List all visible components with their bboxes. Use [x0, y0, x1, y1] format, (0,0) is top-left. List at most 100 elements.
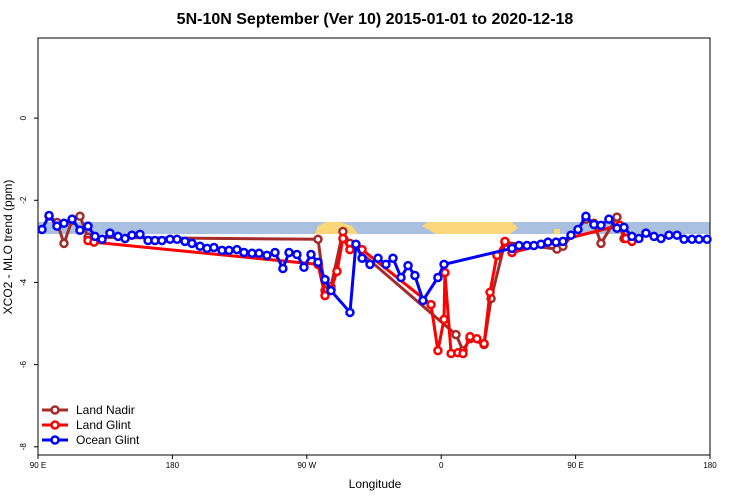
data-point — [83, 221, 93, 231]
data-point — [479, 338, 489, 349]
land-patch — [554, 229, 560, 234]
data-point — [694, 234, 704, 245]
data-point — [345, 244, 355, 255]
data-point — [157, 235, 167, 246]
y-axis-label: XCO2 - MLO trend (ppm) — [1, 180, 15, 315]
data-point — [320, 290, 330, 301]
data-point — [135, 229, 145, 240]
legend-marker — [50, 405, 60, 415]
data-point — [59, 238, 69, 249]
series — [37, 210, 712, 318]
data-point — [472, 333, 482, 344]
legend-entry: Ocean Glint — [42, 433, 140, 447]
data-point — [172, 234, 182, 245]
data-point — [596, 238, 606, 249]
legend-label: Land Nadir — [76, 403, 135, 417]
data-point — [332, 266, 342, 277]
y-tick-label: -4 — [19, 278, 28, 286]
data-point — [105, 228, 115, 238]
data-point — [433, 345, 443, 356]
data-point — [439, 314, 449, 325]
land-patch — [422, 222, 518, 234]
x-tick-label: 90 E — [567, 461, 583, 470]
data-point — [558, 236, 568, 247]
data-point — [97, 234, 107, 245]
data-point — [365, 259, 375, 270]
data-point — [320, 274, 330, 285]
data-point — [254, 248, 264, 259]
chart-title: 5N-10N September (Ver 10) 2015-01-01 to … — [177, 11, 574, 28]
data-point — [500, 236, 510, 247]
data-point — [67, 214, 77, 224]
data-point — [127, 230, 137, 240]
data-point — [44, 210, 54, 221]
data-point — [433, 272, 443, 283]
data-point — [664, 230, 674, 240]
data-point — [573, 224, 583, 235]
y-tick-label: -2 — [19, 196, 28, 204]
data-point — [224, 245, 234, 256]
data-point — [596, 220, 606, 231]
x-tick-label: 180 — [166, 461, 180, 470]
ocean-strip — [38, 222, 710, 234]
data-point — [262, 250, 272, 261]
data-point — [299, 262, 309, 272]
data-point — [313, 257, 323, 268]
x-tick-label: 90 E — [30, 461, 46, 470]
data-point — [292, 249, 302, 260]
data-point — [37, 224, 47, 235]
data-point — [326, 285, 336, 296]
y-tick-label: -6 — [19, 361, 28, 369]
data-point — [581, 211, 591, 222]
data-point — [679, 234, 689, 245]
data-point — [672, 230, 682, 240]
data-point — [543, 237, 553, 247]
data-point — [641, 228, 651, 238]
data-point — [566, 230, 576, 240]
data-point — [396, 272, 406, 283]
data-point — [338, 233, 348, 244]
data-point — [604, 214, 614, 224]
data-point — [612, 212, 622, 222]
land-sea-strip — [38, 222, 710, 234]
data-point — [373, 253, 383, 263]
data-point — [656, 233, 666, 244]
data-point — [619, 222, 629, 233]
data-point — [634, 233, 644, 244]
x-axis-label: Longitude — [349, 477, 402, 491]
data-point — [388, 253, 398, 263]
data-point — [239, 247, 249, 258]
legend-label: Ocean Glint — [76, 433, 140, 447]
data-point — [426, 299, 436, 310]
data-point — [403, 260, 413, 271]
data-point — [59, 218, 69, 229]
data-point — [270, 247, 280, 258]
data-point — [75, 211, 85, 222]
data-point — [278, 263, 288, 274]
data-point — [351, 239, 361, 249]
data-point — [451, 329, 461, 340]
legend-label: Land Glint — [76, 418, 131, 432]
data-point — [306, 249, 316, 260]
data-point — [357, 253, 367, 263]
y-tick-label: 0 — [19, 115, 28, 120]
data-point — [702, 234, 712, 245]
data-point — [187, 238, 197, 249]
x-tick-label: 180 — [703, 461, 717, 470]
plot-frame — [37, 37, 711, 456]
data-point — [75, 225, 85, 236]
data-point — [345, 307, 355, 318]
data-point — [410, 270, 420, 281]
data-point — [458, 348, 468, 359]
data-point — [381, 259, 391, 270]
legend-entry: Land Nadir — [42, 403, 135, 417]
data-point — [313, 234, 323, 245]
x-tick-label: 90 W — [297, 461, 316, 470]
data-point — [418, 295, 428, 306]
legend-marker — [50, 420, 60, 430]
data-point — [514, 240, 524, 251]
data-point — [485, 287, 495, 298]
y-tick-label: -8 — [19, 443, 28, 451]
